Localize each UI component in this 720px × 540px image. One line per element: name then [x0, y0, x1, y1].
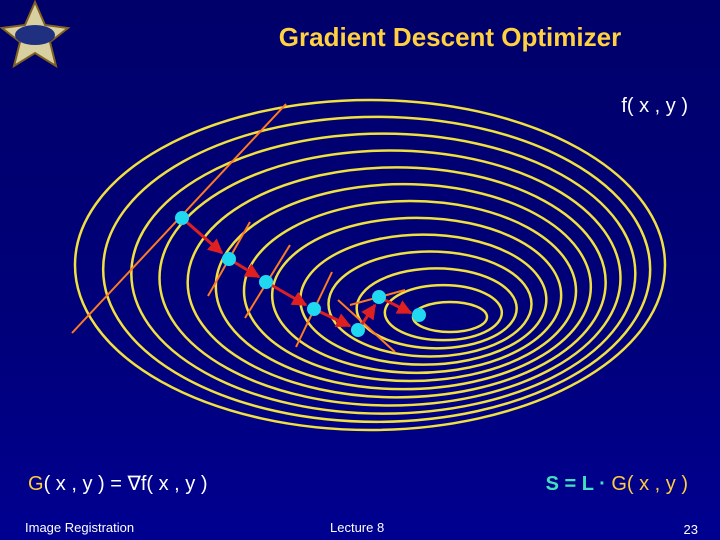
point: [372, 290, 386, 304]
formula-symbol: G: [28, 473, 44, 495]
contour-ellipse: [158, 149, 622, 407]
descent-points: [175, 211, 426, 337]
slide-title: Gradient Descent Optimizer: [279, 22, 621, 52]
contour-ellipse: [327, 250, 533, 358]
point: [351, 323, 365, 337]
gradient-formula: G( x , y ) = ∇f( x , y ): [28, 473, 208, 495]
footer-center: Lecture 8: [330, 520, 384, 535]
contour-ellipse: [383, 283, 504, 342]
contour-ellipse: [101, 115, 652, 424]
contour-lines: [73, 98, 667, 432]
step-formula: S = L · G( x , y ): [546, 473, 688, 495]
contour-ellipse: [130, 132, 637, 415]
point: [259, 275, 273, 289]
formula-lhs: S = L ·: [546, 473, 612, 495]
contour-ellipse: [299, 233, 548, 366]
contour-ellipse: [355, 267, 518, 350]
contour-ellipse: [242, 199, 578, 383]
tangent-lines: [71, 103, 406, 353]
point: [222, 252, 236, 266]
contour-ellipse: [73, 98, 667, 432]
contour-ellipse: [186, 166, 607, 399]
step-arrow: [181, 216, 224, 255]
function-label: f( x , y ): [621, 95, 688, 117]
page-number: 23: [684, 522, 698, 537]
step-arrow: [265, 280, 308, 307]
point: [175, 211, 189, 225]
footer-left: Image Registration: [25, 520, 134, 535]
formula-rhs: G( x , y ): [611, 473, 688, 495]
point: [307, 302, 321, 316]
contour-ellipse: [214, 182, 593, 391]
tangent-line: [337, 299, 396, 353]
point: [412, 308, 426, 322]
logo: [0, 0, 71, 69]
formula-text: ( x , y ) = ∇f( x , y ): [44, 473, 208, 495]
contour-ellipse: [270, 216, 563, 375]
